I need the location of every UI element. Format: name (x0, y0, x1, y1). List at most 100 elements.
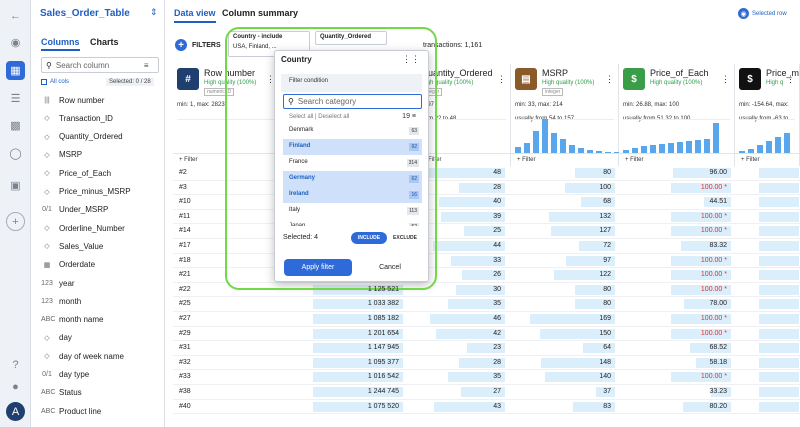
deselect-all-link[interactable]: Deselect all (318, 114, 350, 120)
eye-icon[interactable]: ◉ (10, 37, 21, 49)
table-row[interactable]: #3 28 100 100.00 * (173, 181, 800, 196)
tab-data-view[interactable]: Data view (174, 8, 216, 23)
select-all-link[interactable]: Select all (289, 114, 314, 120)
table-row[interactable]: #21 26 122 100.00 * (173, 268, 800, 283)
table-row[interactable]: #38 1 244 745 27 37 33.23 (173, 385, 800, 400)
table-row[interactable]: #17 44 72 83.32 (173, 239, 800, 254)
msrp-cell: 68 (515, 195, 615, 209)
column-item[interactable]: ◇ Transaction_ID (41, 109, 113, 127)
table-row[interactable]: #14 25 127 100.00 * (173, 224, 800, 239)
column-item[interactable]: ◇ Price_of_Each (41, 164, 111, 182)
column-filter-button[interactable]: + Filter (619, 153, 734, 166)
drag-handle-icon[interactable]: ⋮⋮ (402, 54, 420, 64)
category-item[interactable]: Finland 92 (283, 139, 422, 155)
tab-charts[interactable]: Charts (90, 37, 119, 47)
column-type-icon: 0/1 (42, 206, 52, 214)
category-item[interactable]: Germany 62 (283, 171, 422, 187)
column-item[interactable]: ◇ day of week name (41, 347, 124, 365)
cancel-button[interactable]: Cancel (379, 264, 401, 271)
column-item[interactable]: 0/1 Under_MSRP (41, 201, 108, 219)
category-item[interactable]: Italy 113 (283, 203, 422, 219)
table-row[interactable]: #25 1 033 382 35 80 78.00 (173, 297, 800, 312)
all-cols-checkbox[interactable]: All cols (41, 79, 69, 85)
category-item[interactable]: Ireland 16 (283, 187, 422, 203)
category-item[interactable]: France 314 (283, 155, 422, 171)
kebab-menu-icon[interactable]: ⋮ (786, 74, 795, 84)
kebab-menu-icon[interactable]: ⋮ (266, 74, 275, 84)
price-cell: 83.32 (623, 239, 731, 253)
column-item[interactable]: ABC Product line (41, 402, 101, 420)
column-item[interactable]: ABC Status (41, 384, 82, 402)
table-row[interactable]: #2 48 80 96.00 (173, 166, 800, 181)
table-icon[interactable]: ▦ (6, 61, 25, 80)
column-item[interactable]: ◇ Sales_Value (41, 237, 103, 255)
flow-icon[interactable]: ☰ (10, 93, 21, 105)
selected-categories-count: Selected: 4 (283, 234, 319, 241)
column-item[interactable]: ◇ Quantity_Ordered (41, 128, 122, 146)
table-row[interactable]: #29 1 201 654 42 150 100.00 * (173, 327, 800, 342)
column-header[interactable]: Quantity_Ordered High quality (100%) integ… (417, 64, 511, 166)
chart-icon[interactable]: ▩ (10, 120, 21, 132)
chevron-updown-icon[interactable]: ⇕ (150, 7, 158, 17)
column-filter-button[interactable]: + Filter (173, 153, 279, 166)
quantity-filter-chip[interactable]: Quantity_Ordered (315, 31, 387, 45)
column-item[interactable]: 123 month (41, 292, 81, 310)
add-filter-button[interactable]: + (175, 39, 187, 51)
column-header[interactable]: $ Price_of_Each High quality (100%) ⋮ min: 2… (619, 64, 735, 166)
column-item[interactable]: 0/1 day type (41, 366, 89, 384)
price-minus-cell (739, 385, 799, 399)
table-row[interactable]: #40 1 075 520 43 83 80.20 (173, 400, 800, 415)
tab-column-summary[interactable]: Column summary (222, 8, 299, 18)
kebab-menu-icon[interactable]: ⋮ (497, 74, 506, 84)
exclude-button[interactable]: EXCLUDE (393, 235, 417, 241)
column-header[interactable]: # Row number High quality (100%) numeric ID… (173, 64, 280, 166)
table-row[interactable]: #11 39 132 100.00 * (173, 210, 800, 225)
search-column-input[interactable] (55, 60, 144, 70)
country-filter-chip[interactable]: Country - include USA, Finland, ... (228, 31, 310, 57)
selected-row-toggle[interactable]: ◉ Selected row (738, 8, 787, 19)
column-type-icon: $ (623, 68, 645, 90)
column-item[interactable]: 123 year (41, 274, 74, 292)
table-title[interactable]: Sales_Order_Table (40, 8, 130, 19)
column-item[interactable]: ◇ MSRP (41, 146, 82, 164)
column-item[interactable]: ||| Row number (41, 91, 104, 109)
search-category-input[interactable] (297, 97, 408, 106)
table-row[interactable]: #10 40 68 44.51 (173, 195, 800, 210)
dashboard-icon[interactable]: ▣ (10, 180, 21, 192)
table-row[interactable]: #27 1 085 182 46 169 100.00 * (173, 312, 800, 327)
column-name: month name (59, 315, 104, 325)
table-row[interactable]: #18 33 97 100.00 * (173, 254, 800, 269)
user-icon[interactable]: ● (12, 380, 19, 393)
column-name: Sales_Value (59, 241, 104, 251)
column-filter-button[interactable]: + Filter (735, 153, 799, 166)
plus-icon[interactable]: + (6, 212, 25, 231)
histogram-bar (757, 145, 763, 153)
table-row[interactable]: #22 1 125 521 30 80 100.00 * (173, 283, 800, 298)
column-item[interactable]: ◇ Price_minus_MSRP (41, 183, 130, 201)
network-icon[interactable]: ◯ (9, 148, 22, 160)
table-row[interactable]: #32 1 095 377 28 148 58.18 (173, 356, 800, 371)
category-item[interactable]: Japan 52 (283, 219, 422, 226)
column-filter-button[interactable]: + Filter (417, 153, 510, 166)
include-button[interactable]: INCLUDE (351, 232, 387, 244)
min-max-label: min: -154.64, max: (739, 102, 789, 108)
kebab-menu-icon[interactable]: ⋮ (721, 74, 730, 84)
help-icon[interactable]: ? (12, 358, 19, 371)
column-header[interactable]: ▤ MSRP High quality (100%) integer ⋮ min: 33,… (511, 64, 620, 166)
filter-icon[interactable]: ≡ (143, 60, 149, 70)
column-header[interactable]: $ Price_m High q ⋮ min: -154.64, max: usually… (735, 64, 800, 166)
back-arrow-icon[interactable]: ← (10, 9, 21, 22)
histogram-bar (668, 143, 674, 153)
column-item[interactable]: ◇ day (41, 329, 72, 347)
category-item[interactable]: Denmark 63 (283, 123, 422, 139)
column-item[interactable]: ◇ Orderline_Number (41, 219, 125, 237)
apply-filter-button[interactable]: Apply filter (284, 259, 352, 276)
tab-columns[interactable]: Columns (41, 37, 80, 51)
table-row[interactable]: #33 1 016 542 35 140 100.00 * (173, 370, 800, 385)
table-row[interactable]: #31 1 147 945 23 64 68.52 (173, 341, 800, 356)
column-item[interactable]: ▦ Orderdate (41, 256, 95, 274)
column-filter-button[interactable]: + Filter (511, 153, 618, 166)
kebab-menu-icon[interactable]: ⋮ (605, 74, 614, 84)
column-item[interactable]: ABC month name (41, 311, 103, 329)
quantity-cell: 48 (423, 166, 505, 180)
